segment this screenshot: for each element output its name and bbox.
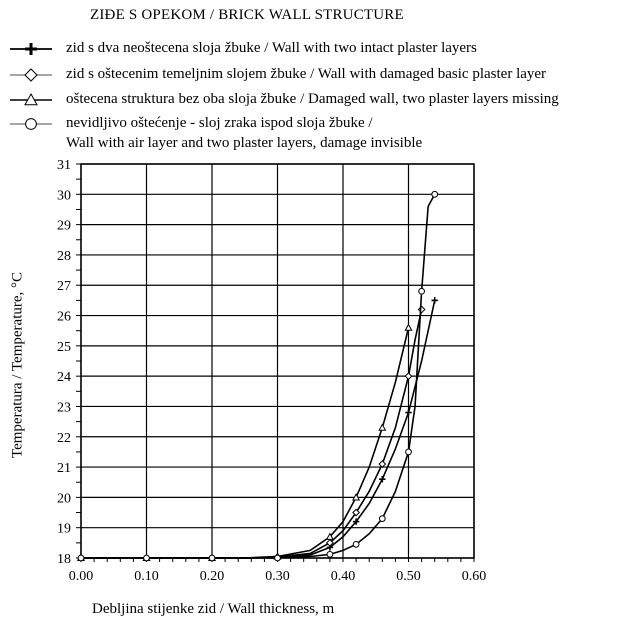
- y-tick-label-8: 26: [57, 310, 71, 325]
- series-3-point-16: [418, 287, 425, 295]
- series-3-point-8: [326, 550, 334, 558]
- x-tick-label-1: 0.10: [134, 569, 159, 584]
- legend-label-plaster-missing: oštecena struktura bez oba sloja žbuke /…: [66, 91, 559, 107]
- series-3-point-0: [77, 554, 85, 562]
- series-2-point-10: [352, 493, 361, 501]
- legend-marker-3: [25, 118, 37, 130]
- series-3-point-18: [431, 190, 439, 198]
- legend-marker-0: [25, 43, 37, 55]
- chart-title: ZIĐE S OPEKOM / BRICK WALL STRUCTURE: [90, 7, 404, 23]
- legend-label-damaged-basic: zid s oštecenim temeljnim slojem žbuke /…: [66, 66, 547, 82]
- y-tick-label-13: 31: [57, 158, 71, 173]
- x-axis-label: Debljina stijenke zid / Wall thickness, …: [92, 601, 335, 617]
- x-tick-label-4: 0.40: [331, 569, 356, 584]
- y-tick-label-11: 29: [57, 219, 71, 234]
- x-tick-label-5: 0.50: [396, 569, 421, 584]
- x-tick-label-2: 0.20: [200, 569, 225, 584]
- series-0-point-14: [405, 409, 412, 416]
- y-tick-label-12: 30: [57, 188, 71, 203]
- y-tick-label-2: 20: [57, 491, 71, 506]
- series-3: [77, 190, 439, 562]
- legend-marker-1: [24, 68, 38, 82]
- legend-symbol-1: [10, 68, 52, 82]
- series-3-point-12: [378, 515, 386, 522]
- series-0-point-16: [431, 297, 438, 304]
- series-0-point-12: [379, 476, 386, 483]
- series-2-point-12: [378, 423, 387, 431]
- y-tick-label-0: 18: [57, 552, 71, 567]
- y-tick-label-9: 27: [57, 279, 71, 294]
- series-line-2: [81, 327, 410, 559]
- series-2: [76, 323, 413, 562]
- y-tick-label-5: 23: [57, 400, 71, 415]
- series-line-1: [81, 309, 423, 559]
- series-1-point-10: [352, 508, 361, 517]
- legend-label-intact: zid s dva neoštecena sloja žbuke / Wall …: [66, 40, 477, 56]
- y-tick-label-1: 19: [57, 522, 71, 537]
- x-tick-label-6: 0.60: [462, 569, 487, 584]
- legend-symbol-3: [10, 118, 52, 130]
- y-tick-label-10: 28: [57, 249, 71, 264]
- legend-symbol-0: [10, 43, 52, 55]
- legend-symbol-2: [10, 92, 52, 106]
- series-line-3: [81, 193, 436, 559]
- y-tick-label-4: 22: [57, 431, 71, 446]
- legend-label-air-layer-line1: nevidljivo oštećenje - sloj zraka ispod …: [66, 115, 373, 131]
- series-3-point-10: [352, 540, 360, 548]
- series-0-point-10: [352, 518, 360, 525]
- series-1-point-16: [417, 305, 426, 314]
- series-3-point-6: [274, 554, 281, 562]
- series-1-point-12: [378, 460, 387, 468]
- x-tick-label-3: 0.30: [265, 569, 290, 584]
- series-3-point-4: [208, 554, 216, 562]
- series-3-point-14: [405, 448, 412, 456]
- legend-label-air-layer-line2: Wall with air layer and two plaster laye…: [66, 135, 423, 151]
- series-1-point-8: [325, 538, 334, 547]
- y-tick-label-3: 21: [57, 461, 71, 476]
- y-tick-label-6: 24: [57, 370, 71, 385]
- series-2-point-8: [325, 532, 334, 540]
- y-axis-label: Temperatura / Temperature, °C: [9, 271, 26, 459]
- series-1: [77, 305, 426, 562]
- legend-marker-2: [24, 92, 38, 106]
- series-3-point-2: [143, 554, 150, 562]
- series-1-point-14: [404, 372, 413, 381]
- x-tick-label-0: 0.00: [69, 569, 94, 584]
- y-tick-label-7: 25: [57, 340, 71, 355]
- series-2-point-14: [404, 323, 413, 331]
